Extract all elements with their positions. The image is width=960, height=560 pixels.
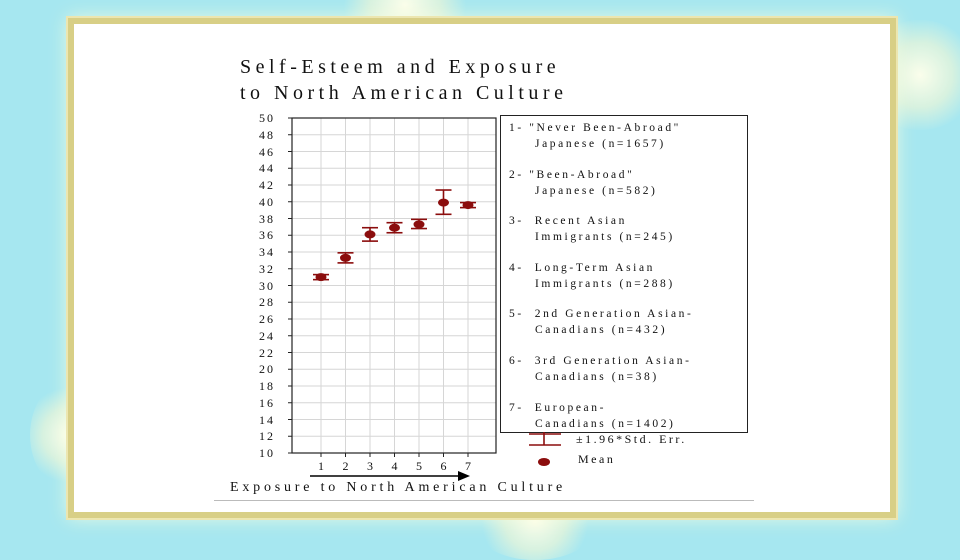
y-tick-label: 42 (259, 178, 275, 192)
mean-marker (438, 198, 449, 207)
legend-item-line2: Canadians (n=1402) (535, 417, 676, 430)
legend-item: 6- 3rd Generation Asian- Canadians (n=38) (509, 353, 692, 385)
x-axis-arrow-head (458, 471, 470, 481)
legend-item-line2: Canadians (n=432) (535, 324, 668, 337)
mean-marker (364, 230, 376, 239)
y-tick-label: 44 (259, 161, 275, 176)
legend-item: 2- "Been-Abroad" Japanese (n=582) (509, 167, 658, 199)
x-tick-label: 2 (342, 459, 349, 473)
y-tick-label: 26 (259, 312, 275, 326)
y-tick-label: 14 (259, 412, 275, 427)
legend-item-line2: Japanese (n=582) (535, 184, 658, 197)
mean-marker (413, 220, 425, 229)
y-tick-label: 46 (259, 144, 275, 159)
legend-item-line2: Japanese (n=1657) (535, 138, 666, 150)
y-tick-label: 20 (259, 362, 275, 377)
mean-marker (462, 201, 474, 210)
legend-item-line1: 2- "Been-Abroad" (509, 168, 635, 181)
key-mean-label: Mean (578, 452, 616, 466)
y-tick-label: 16 (259, 395, 275, 410)
chart-title-line1: Self-Esteem and Exposure (240, 56, 561, 78)
y-tick-label: 18 (259, 379, 275, 393)
mean-marker (315, 273, 327, 282)
y-tick-label: 30 (259, 278, 275, 293)
chart-title-line2: to North American Culture (240, 82, 568, 104)
x-tick-label: 3 (367, 459, 373, 473)
mean-marker (389, 223, 400, 232)
x-axis-label: Exposure to North American Culture (230, 480, 567, 495)
legend-item-line1: 7- European- (509, 401, 607, 414)
legend-item: 3- Recent Asian Immigrants (n=245) (509, 213, 675, 245)
y-tick-label: 38 (259, 211, 275, 226)
y-tick-label: 40 (259, 194, 275, 209)
x-tick-label: 6 (440, 459, 447, 473)
y-tick-label: 28 (259, 295, 275, 310)
slide-frame: Self-Esteem and Exposure to North Americ… (66, 16, 898, 520)
x-tick-label: 7 (465, 459, 471, 473)
legend: 1- "Never Been-Abroad" Japanese (n=1657) 2… (500, 115, 748, 433)
x-tick-label: 5 (416, 459, 422, 473)
legend-item-line2: Canadians (n=38) (535, 371, 659, 383)
y-tick-label: 32 (259, 261, 275, 276)
key-mean-marker (538, 458, 550, 466)
legend-key-symbols (529, 432, 561, 466)
y-tick-label: 36 (259, 228, 275, 243)
legend-item: 4- Long-Term Asian Immigrants (n=288) (509, 260, 675, 292)
mean-marker (340, 253, 351, 262)
divider (214, 500, 754, 501)
y-tick-label: 34 (259, 245, 275, 259)
slide: Self-Esteem and Exposure to North Americ… (74, 24, 890, 512)
key-error-label: ±1.96*Std. Err. (576, 432, 687, 446)
legend-item-line2: Immigrants (n=288) (535, 277, 675, 290)
legend-item: 5- 2nd Generation Asian- Canadians (n=432… (509, 306, 693, 338)
y-tick-label: 12 (259, 429, 275, 444)
y-tick-label: 48 (259, 127, 275, 142)
chart-plot (288, 117, 497, 481)
legend-item-line1: 3- Recent Asian (509, 215, 627, 228)
x-tick-label: 1 (318, 459, 324, 473)
y-tick-label: 10 (259, 446, 275, 460)
legend-item-line1: 5- 2nd Generation Asian- (509, 308, 694, 321)
legend-item-line1: 6- 3rd Generation Asian- (509, 355, 692, 367)
legend-item-line1: 1- "Never Been-Abroad" (509, 122, 681, 134)
legend-item-line2: Immigrants (n=245) (535, 231, 675, 244)
y-tick-label: 24 (259, 328, 275, 343)
legend-item-line1: 4- Long-Term Asian (509, 261, 656, 274)
y-tick-label: 22 (259, 345, 275, 360)
legend-item: 1- "Never Been-Abroad" Japanese (n=1657) (509, 120, 681, 152)
x-tick-label: 4 (391, 459, 398, 473)
y-tick-label: 50 (259, 111, 275, 125)
legend-item: 7- European- Canadians (n=1402) (509, 400, 675, 432)
